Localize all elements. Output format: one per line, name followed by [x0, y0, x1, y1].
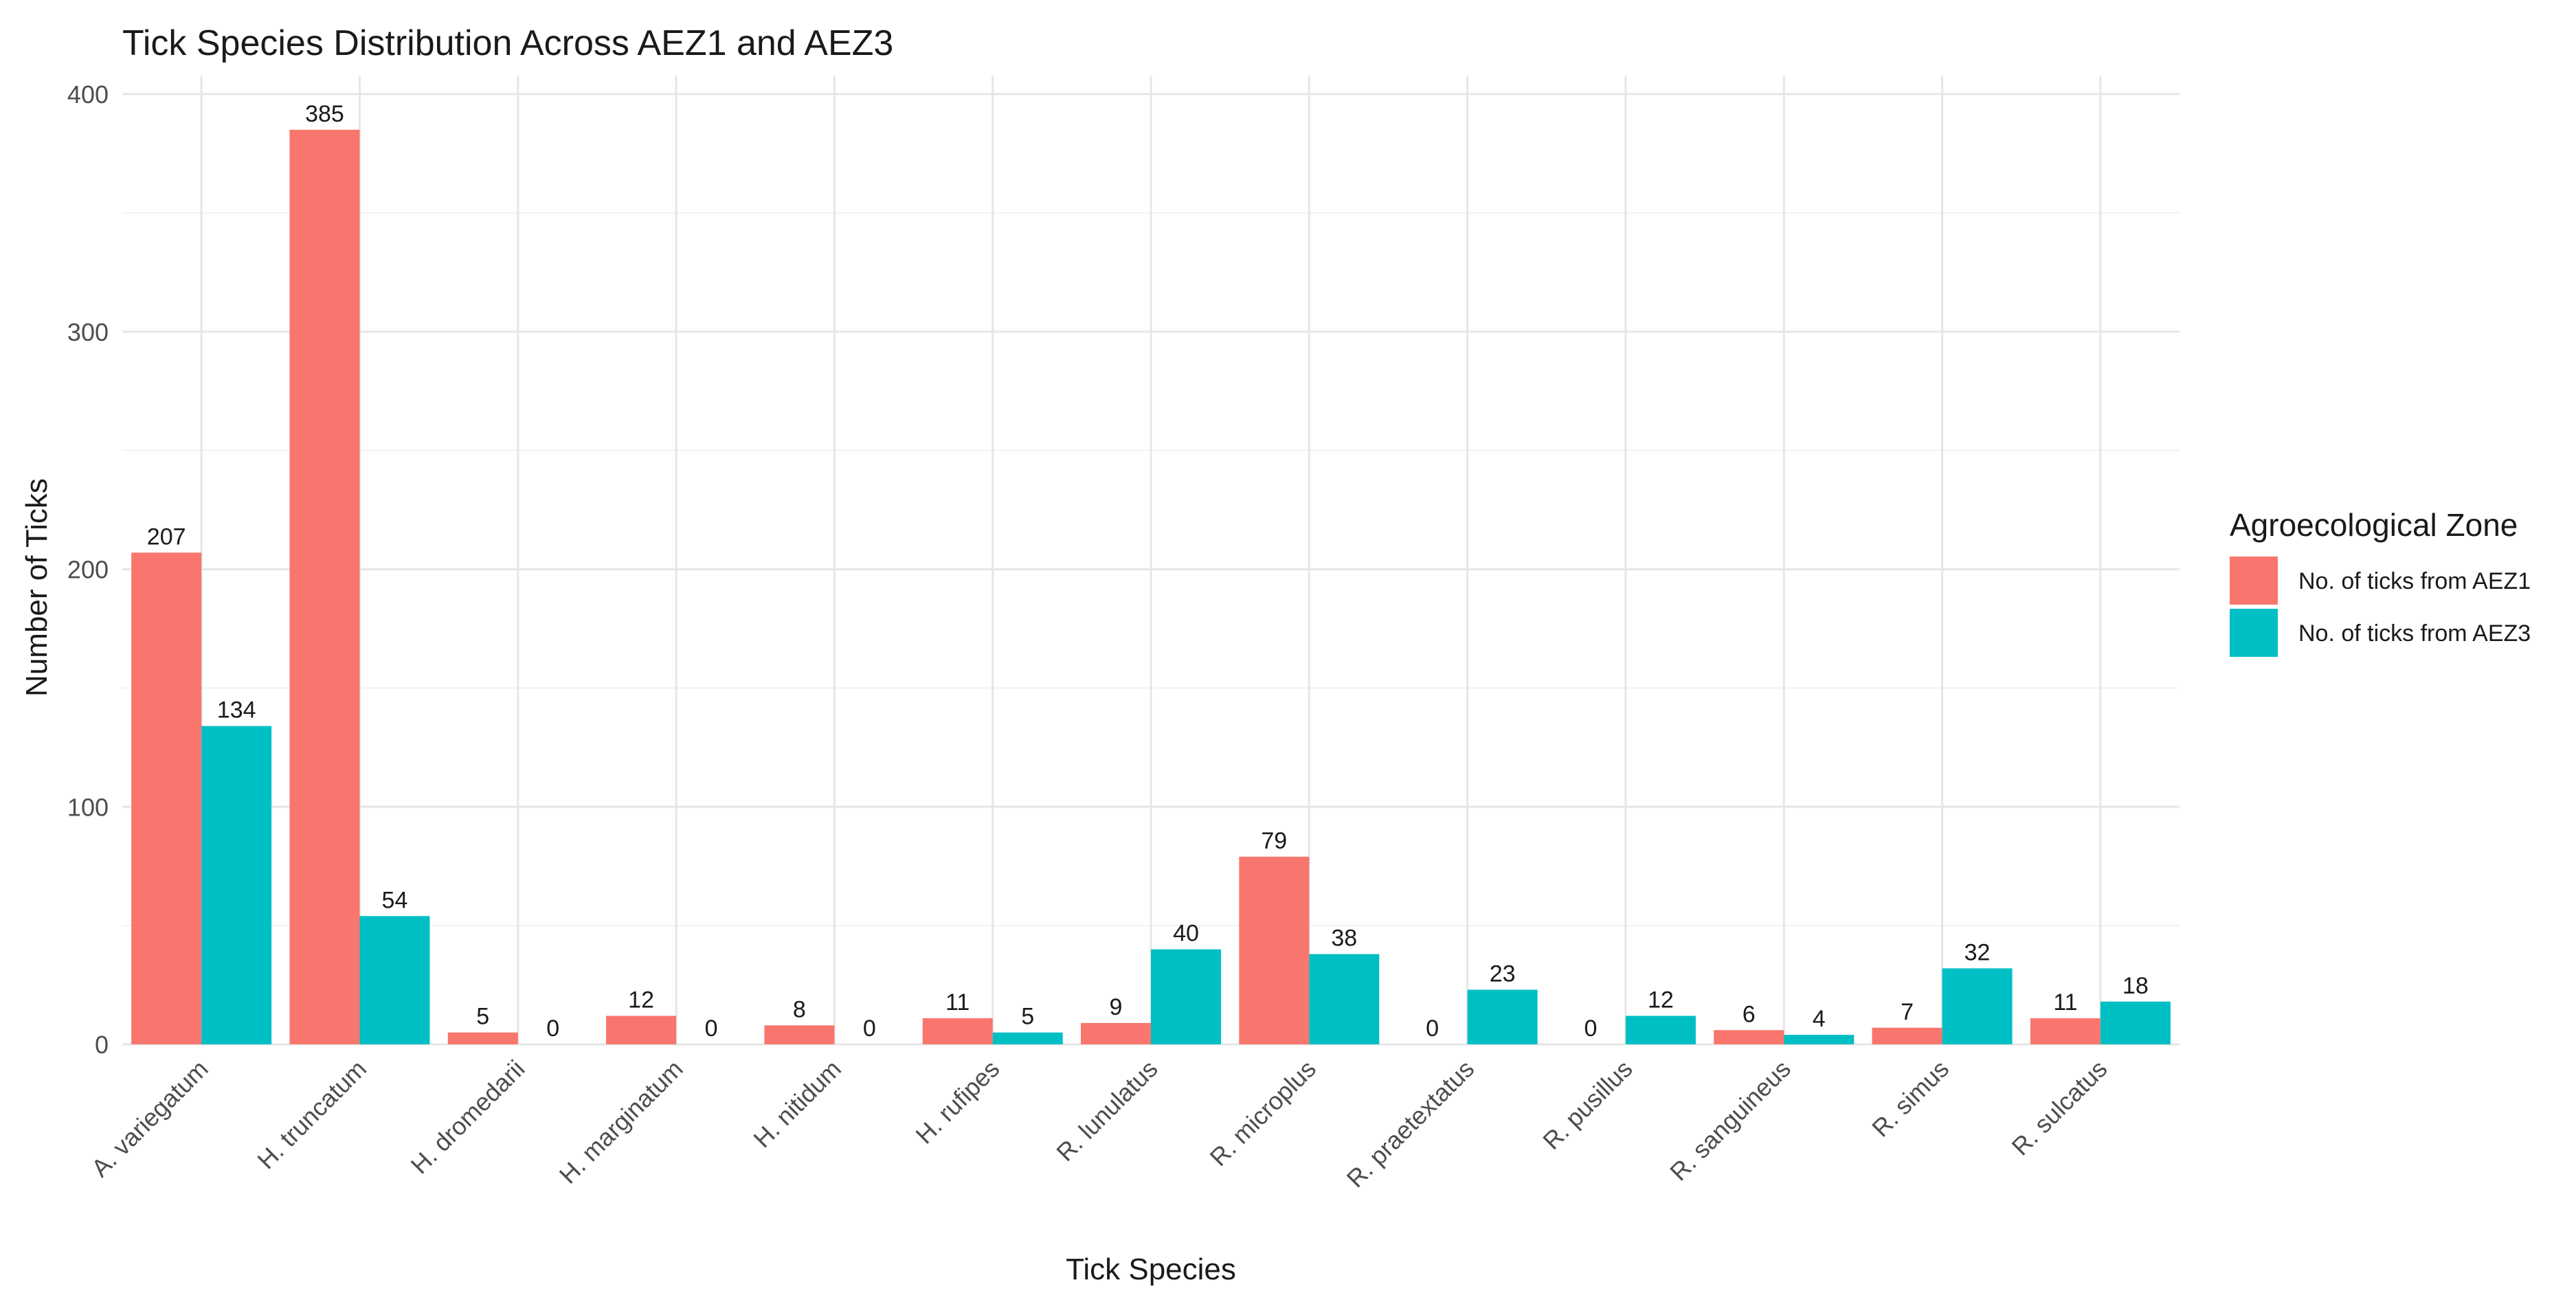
bar	[1081, 1022, 1151, 1044]
data-label: 12	[1648, 987, 1674, 1013]
legend: Agroecological Zone No. of ticks from AE…	[2230, 507, 2531, 657]
bar	[359, 916, 430, 1044]
bar	[992, 1032, 1063, 1044]
bar	[2030, 1018, 2101, 1044]
data-label: 0	[1584, 1015, 1597, 1042]
y-tick-label: 200	[67, 556, 109, 584]
data-label: 11	[2053, 989, 2077, 1015]
x-axis-label: Tick Species	[1066, 1253, 1236, 1286]
data-label: 0	[705, 1015, 718, 1042]
y-axis-label: Number of Ticks	[20, 478, 54, 697]
bar	[1239, 856, 1310, 1044]
data-label: 8	[793, 996, 806, 1022]
y-axis-ticks: 0 100 200 300 400	[67, 80, 109, 1059]
data-label: 0	[546, 1015, 559, 1042]
x-tick-label: H. marginatum	[554, 1055, 688, 1189]
data-label: 6	[1743, 1001, 1756, 1027]
bar	[131, 552, 202, 1044]
data-label: 32	[1964, 939, 1991, 965]
x-tick-label: H. rufipes	[910, 1055, 1005, 1149]
y-tick-label: 0	[95, 1031, 109, 1059]
data-label: 9	[1110, 994, 1123, 1020]
x-tick-label: R. microplus	[1205, 1055, 1321, 1171]
data-label: 38	[1331, 925, 1357, 952]
x-axis-ticks: A. variegatum H. truncatum H. dromedarii H.…	[86, 1055, 2113, 1193]
legend-swatch	[2230, 557, 2278, 605]
x-tick-label: H. truncatum	[251, 1055, 372, 1175]
bars	[131, 129, 2171, 1044]
bar	[447, 1032, 518, 1044]
x-tick-label: R. pusillus	[1537, 1055, 1637, 1155]
data-label: 207	[147, 524, 186, 550]
y-tick-label: 400	[67, 80, 109, 109]
bar	[1784, 1035, 1855, 1044]
data-label: 0	[863, 1015, 876, 1042]
data-label: 4	[1813, 1006, 1826, 1032]
bar	[1714, 1030, 1784, 1044]
y-tick-label: 300	[67, 318, 109, 346]
legend-swatch	[2230, 609, 2278, 657]
data-label: 5	[1021, 1004, 1034, 1030]
x-tick-label: A. variegatum	[86, 1055, 214, 1182]
x-tick-label: H. dromedarii	[405, 1055, 530, 1180]
bar	[289, 129, 360, 1044]
data-label: 12	[628, 987, 654, 1013]
data-label: 11	[945, 989, 970, 1015]
data-label: 5	[476, 1004, 489, 1030]
data-label: 134	[217, 697, 256, 723]
data-label: 0	[1426, 1015, 1439, 1042]
bar	[2100, 1001, 2171, 1044]
data-label: 40	[1173, 921, 1199, 947]
data-label: 18	[2123, 973, 2149, 999]
bar	[922, 1018, 993, 1044]
bar	[764, 1025, 835, 1044]
bar	[201, 726, 272, 1044]
data-label: 79	[1261, 828, 1287, 854]
y-tick-label: 100	[67, 793, 109, 821]
legend-label: No. of ticks from AEZ3	[2298, 620, 2531, 647]
data-label: 385	[305, 101, 344, 127]
bar	[1151, 949, 1221, 1044]
bar	[1625, 1015, 1696, 1044]
bar	[606, 1015, 677, 1044]
x-tick-label: R. sanguineus	[1664, 1055, 1796, 1187]
data-label: 23	[1490, 961, 1516, 987]
x-tick-label: R. praetextatus	[1341, 1055, 1480, 1193]
bar	[1872, 1027, 1942, 1044]
legend-label: No. of ticks from AEZ1	[2298, 568, 2531, 594]
data-label: 7	[1901, 999, 1914, 1025]
bar	[1942, 968, 2013, 1044]
x-tick-label: H. nitidum	[748, 1055, 847, 1154]
x-tick-label: R. lunulatus	[1051, 1055, 1163, 1167]
data-label: 54	[382, 887, 408, 913]
bar	[1467, 989, 1538, 1044]
legend-items: No. of ticks from AEZ1 No. of ticks from …	[2230, 557, 2531, 657]
legend-title: Agroecological Zone	[2230, 507, 2518, 543]
chart-title: Tick Species Distribution Across AEZ1 an…	[122, 23, 893, 63]
bar	[1309, 954, 1380, 1044]
x-tick-label: R. simus	[1866, 1055, 1954, 1143]
grid-lines	[122, 76, 2180, 1046]
x-tick-label: R. sulcatus	[2006, 1055, 2113, 1161]
